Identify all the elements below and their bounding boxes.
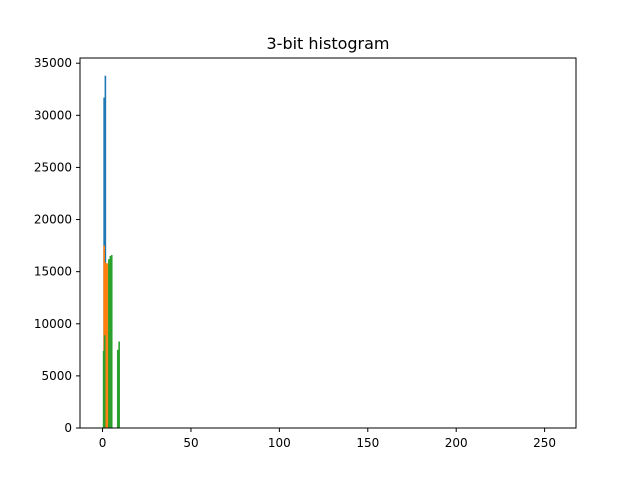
histogram-bar-series-3-5 (110, 254, 113, 428)
histogram-bar-series-2-3 (105, 263, 108, 428)
y-axis: 0 5000 10000 15000 20000 25000 30000 35000 (34, 56, 80, 435)
chart-title: 3-bit histogram (266, 34, 389, 53)
histogram-bar-series-3-1 (102, 350, 105, 428)
x-tick-label: 200 (445, 436, 468, 450)
x-axis: 0 50 100 150 200 250 (99, 428, 556, 450)
x-tick-label: 150 (356, 436, 379, 450)
histogram-bar-series-3-7 (118, 341, 120, 428)
plot-frame (79, 57, 577, 429)
y-tick-label: 20000 (34, 213, 72, 227)
bars-layer (102, 75, 120, 429)
histogram-bar-series-3-2 (103, 335, 106, 428)
y-tick-label: 15000 (34, 265, 72, 279)
histogram-bar-series-3-3 (108, 259, 110, 428)
x-tick-label: 250 (533, 436, 556, 450)
x-tick-label: 0 (99, 436, 107, 450)
y-tick-label: 35000 (34, 56, 72, 70)
y-tick-label: 25000 (34, 160, 72, 174)
histogram-bar-series-3-4 (109, 256, 112, 428)
histogram-bar-series-2-4 (107, 263, 109, 428)
x-tick-label: 100 (268, 436, 291, 450)
y-tick-label: 0 (64, 421, 72, 435)
histogram-bar-series-3-6 (116, 349, 119, 428)
x-tick-label: 50 (183, 436, 198, 450)
y-tick-label: 10000 (34, 317, 72, 331)
y-tick-label: 30000 (34, 108, 72, 122)
histogram-bar-series-1-2 (104, 75, 107, 428)
y-tick-label: 5000 (41, 369, 72, 383)
